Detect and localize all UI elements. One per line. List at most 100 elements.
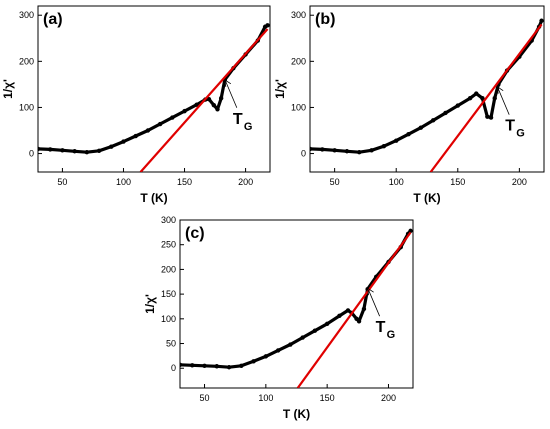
data-point (239, 363, 244, 368)
data-point (190, 363, 195, 368)
data-point (215, 107, 220, 112)
panel-label: (b) (315, 11, 335, 28)
data-point (430, 118, 436, 123)
y-axis-title: 1/χ' (143, 294, 157, 314)
y-axis-title: 1/χ' (273, 79, 287, 99)
tg-arrow (225, 81, 238, 108)
data-point (324, 321, 330, 326)
data-line (38, 23, 270, 154)
data-point (182, 108, 187, 114)
data-point (133, 133, 138, 139)
data-point (357, 149, 362, 155)
x-tick-label: 150 (450, 177, 465, 187)
fit-series (296, 231, 412, 388)
data-point (48, 147, 53, 152)
data-point (170, 115, 175, 120)
data-point (109, 144, 114, 149)
data-point (72, 149, 77, 154)
data-point (408, 228, 413, 234)
data-series (180, 228, 413, 370)
y-tick-label: 100 (161, 314, 176, 324)
tg-arrow (497, 88, 510, 115)
tg-annotation-subscript: G (387, 329, 396, 341)
data-point (60, 148, 65, 153)
tg-annotation: T (233, 111, 243, 128)
tg-annotation: T (505, 118, 515, 135)
x-tick-label: 200 (381, 393, 396, 403)
x-tick-label: 50 (200, 393, 210, 403)
data-point (121, 139, 126, 144)
tg-annotation-subscript: G (516, 128, 525, 140)
data-point (480, 96, 485, 101)
y-tick-label: 200 (291, 56, 306, 66)
plot-frame (309, 5, 545, 173)
y-tick-label: 150 (161, 289, 176, 299)
fit-line (139, 28, 269, 172)
y-tick-label: 50 (166, 339, 176, 349)
tg-arrow-head (224, 79, 232, 87)
data-point (337, 313, 342, 319)
data-point (332, 148, 337, 153)
data-series (38, 23, 270, 155)
data-point (202, 363, 207, 368)
panel-label: (a) (43, 11, 63, 28)
data-point (206, 96, 212, 102)
data-point (251, 359, 256, 364)
y-tick-label: 300 (161, 215, 176, 225)
data-point (157, 121, 163, 127)
tg-annotation: T (376, 319, 386, 336)
data-point (194, 102, 199, 107)
data-point (263, 354, 269, 359)
data-point (443, 110, 448, 116)
data-point (38, 146, 41, 152)
data-point (145, 128, 151, 133)
tg-arrow-head (496, 86, 504, 94)
x-tick-label: 100 (389, 177, 404, 187)
data-point (361, 306, 367, 312)
y-axis-title: 1/χ' (1, 79, 15, 99)
y-tick-label: 300 (291, 10, 306, 20)
data-point (474, 91, 479, 96)
y-tick-label: 200 (19, 56, 34, 66)
data-point (344, 149, 350, 154)
data-point (539, 18, 544, 23)
data-line (180, 229, 413, 369)
chart-panel-b: 50 100 150 200 0 100 200 300 T (K) 1/χ' (b) T G (273, 5, 545, 205)
data-point (214, 364, 219, 369)
tg-arrow (368, 290, 380, 317)
data-point (300, 335, 305, 340)
fit-series (429, 23, 543, 172)
data-point (394, 138, 399, 143)
x-axis-title: T (K) (413, 191, 440, 205)
x-tick-label: 100 (116, 177, 131, 187)
tg-arrow-head (367, 287, 374, 296)
y-tick-label: 100 (19, 102, 34, 112)
data-point (356, 319, 362, 324)
data-point (345, 308, 351, 313)
data-point (310, 146, 313, 152)
data-point (485, 114, 490, 119)
tg-annotation-subscript: G (244, 121, 253, 133)
data-point (180, 362, 183, 367)
x-tick-label: 150 (177, 177, 192, 187)
chart-panel-c: 50 100 150 200 0 50 100 150 200 250 300 T (K) 1/χ' (c… (143, 215, 414, 421)
data-point (265, 23, 270, 28)
fit-line (429, 23, 543, 172)
x-tick-label: 50 (330, 177, 340, 187)
y-tick-label: 300 (19, 10, 34, 20)
data-point (218, 96, 224, 101)
data-point (418, 125, 424, 130)
y-tick-label: 200 (161, 264, 176, 274)
chart-panel-a: 50 100 150 200 0 100 200 300 T (K) 1/χ' (a) T G (1, 5, 271, 205)
y-tick-label: 0 (29, 149, 34, 159)
data-point (226, 365, 232, 370)
plot-frame (179, 219, 414, 389)
data-point (381, 143, 387, 149)
y-tick-label: 0 (301, 149, 306, 159)
data-point (84, 149, 90, 155)
x-tick-label: 200 (512, 177, 527, 187)
data-point (455, 103, 460, 108)
fit-series (139, 28, 269, 172)
x-tick-label: 200 (238, 177, 253, 187)
